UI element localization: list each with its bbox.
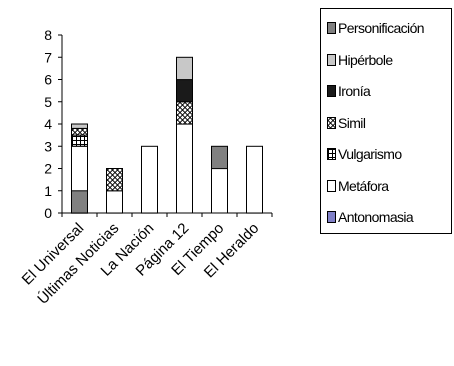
y-tick-label: 7 xyxy=(44,49,52,65)
bar-segment xyxy=(71,123,88,129)
bar-segment xyxy=(106,168,123,192)
y-tick-label: 5 xyxy=(44,94,52,110)
legend-item: Antonomasia xyxy=(327,208,414,226)
legend-label: Antonomasia xyxy=(338,209,414,225)
bar-segment xyxy=(71,190,88,214)
legend-swatch xyxy=(327,85,336,97)
y-tick-label: 2 xyxy=(44,161,52,177)
legend-swatch xyxy=(327,148,336,160)
legend-label: Ironía xyxy=(338,83,371,99)
legend-item: Simil xyxy=(327,114,366,132)
y-tick-label: 0 xyxy=(44,205,52,221)
legend-item: Hipérbole xyxy=(327,51,393,69)
legend-label: Hipérbole xyxy=(338,51,393,68)
legend-swatch xyxy=(327,22,336,34)
y-tick-label: 6 xyxy=(44,72,52,88)
legend-item: Vulgarismo xyxy=(327,145,402,163)
bar-segment xyxy=(246,145,263,214)
legend-label: Vulgarismo xyxy=(338,146,402,162)
bar-segment xyxy=(176,123,193,214)
y-tick-label: 4 xyxy=(44,116,52,132)
legend-swatch xyxy=(327,116,336,129)
bar-segment xyxy=(211,145,228,170)
legend-label: Simil xyxy=(338,114,366,131)
legend-swatch xyxy=(327,211,336,223)
bar-segment xyxy=(141,145,158,214)
bar-segment xyxy=(176,56,193,81)
y-tick-label: 3 xyxy=(44,138,52,154)
legend-swatch xyxy=(327,179,336,192)
legend-swatch xyxy=(327,53,336,66)
legend-label: Metáfora xyxy=(338,177,389,194)
bar-segment xyxy=(71,127,88,136)
legend-item: Ironía xyxy=(327,82,371,100)
bar-segment xyxy=(106,190,123,214)
legend-item: Metáfora xyxy=(327,177,389,195)
plot-area xyxy=(71,56,263,214)
bar-segment xyxy=(176,101,193,125)
bar-segment xyxy=(211,168,228,214)
legend: Personificación Hipérbole Ironía Simil Vulga… xyxy=(320,8,452,234)
y-tick-label: 1 xyxy=(44,183,52,199)
legend-item: Personificación xyxy=(327,19,425,37)
legend-label: Personificación xyxy=(338,20,425,36)
bar-segment xyxy=(71,134,88,147)
bar-segment xyxy=(176,79,193,103)
y-tick-label: 8 xyxy=(44,27,52,43)
